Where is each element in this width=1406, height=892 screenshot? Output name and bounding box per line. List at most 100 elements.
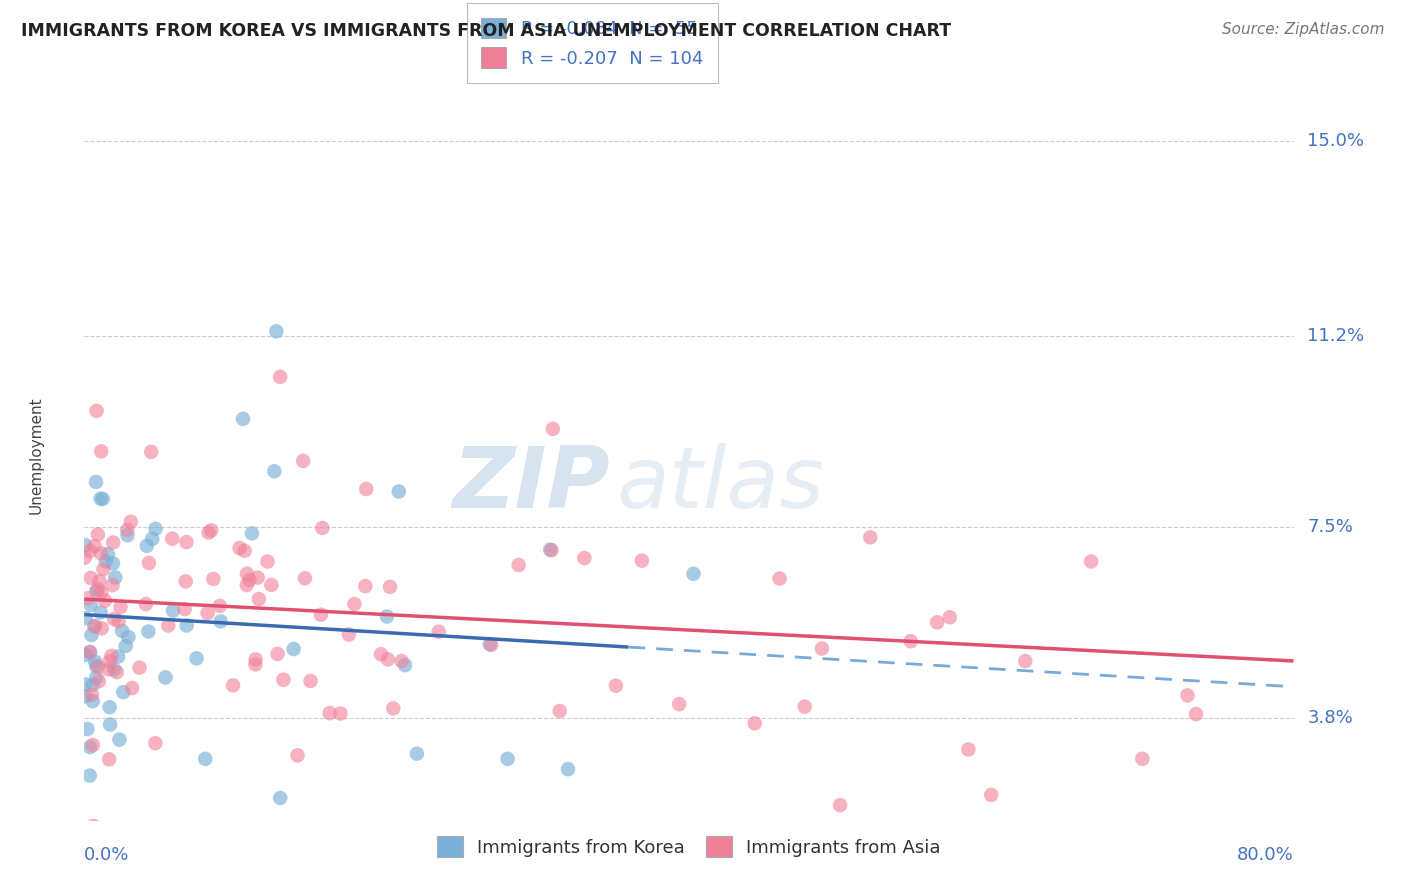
Point: [84, 659, 107, 673]
Point: [245, 652, 267, 666]
Point: [107, 649, 129, 664]
Point: [162, 532, 184, 546]
Point: [80, 571, 103, 585]
Point: [98, 752, 121, 766]
Point: [100, 648, 122, 663]
Point: [97, 547, 120, 561]
Point: [111, 624, 134, 638]
Point: [370, 647, 392, 661]
Point: [82, 694, 104, 708]
Point: [427, 624, 450, 639]
Point: [90, 606, 112, 620]
Point: [101, 557, 124, 571]
Point: [269, 370, 291, 384]
Point: [117, 630, 139, 644]
Point: [309, 607, 332, 622]
Point: [793, 699, 815, 714]
Point: [548, 704, 571, 718]
Point: [256, 555, 278, 569]
Point: [135, 539, 157, 553]
Point: [145, 736, 167, 750]
Point: [120, 515, 142, 529]
Text: 0.0%: 0.0%: [84, 846, 129, 863]
Point: [329, 706, 352, 721]
Point: [84, 671, 107, 685]
Point: [538, 542, 561, 557]
Point: [378, 580, 401, 594]
Point: [1185, 707, 1208, 722]
Point: [186, 651, 208, 665]
Point: [80, 628, 103, 642]
Point: [478, 637, 501, 651]
Point: [682, 566, 704, 581]
Point: [202, 572, 225, 586]
Point: [107, 614, 129, 628]
Point: [343, 597, 366, 611]
Point: [574, 551, 596, 566]
Point: [246, 571, 269, 585]
Point: [228, 541, 250, 555]
Point: [245, 657, 267, 672]
Point: [247, 592, 270, 607]
Point: [155, 670, 177, 684]
Point: [605, 679, 627, 693]
Point: [73, 677, 96, 691]
Point: [80, 688, 103, 702]
Point: [90, 444, 112, 458]
Point: [97, 662, 120, 676]
Point: [75, 648, 97, 662]
Point: [811, 641, 834, 656]
Point: [87, 674, 110, 689]
Point: [87, 527, 110, 541]
Point: [197, 525, 219, 540]
Point: [197, 606, 219, 620]
Point: [260, 578, 283, 592]
Point: [354, 579, 377, 593]
Point: [104, 570, 127, 584]
Point: [79, 645, 101, 659]
Point: [299, 673, 322, 688]
Point: [79, 598, 101, 612]
Point: [93, 562, 115, 576]
Point: [830, 798, 852, 813]
Point: [103, 663, 125, 677]
Point: [105, 665, 128, 679]
Point: [233, 544, 256, 558]
Text: 3.8%: 3.8%: [1308, 708, 1353, 727]
Point: [209, 615, 232, 629]
Point: [87, 582, 110, 596]
Point: [269, 791, 291, 805]
Point: [75, 611, 97, 625]
Point: [200, 524, 222, 538]
Point: [79, 769, 101, 783]
Point: [117, 523, 139, 537]
Point: [235, 578, 257, 592]
Point: [82, 819, 104, 833]
Point: [479, 638, 502, 652]
Point: [108, 732, 131, 747]
Text: 11.2%: 11.2%: [1308, 327, 1365, 345]
Point: [1014, 654, 1036, 668]
Text: ZIP: ZIP: [453, 442, 610, 525]
Point: [141, 532, 163, 546]
Point: [194, 752, 217, 766]
Text: 7.5%: 7.5%: [1308, 518, 1354, 536]
Point: [769, 572, 792, 586]
Text: atlas: atlas: [616, 442, 824, 525]
Point: [79, 544, 101, 558]
Point: [557, 762, 579, 776]
Point: [86, 584, 108, 599]
Point: [75, 538, 97, 552]
Point: [138, 556, 160, 570]
Point: [294, 571, 316, 585]
Point: [90, 621, 112, 635]
Point: [176, 535, 198, 549]
Point: [76, 591, 98, 606]
Point: [157, 618, 180, 632]
Point: [394, 658, 416, 673]
Point: [141, 445, 163, 459]
Point: [101, 535, 124, 549]
Point: [391, 654, 413, 668]
Point: [318, 706, 340, 720]
Point: [162, 604, 184, 618]
